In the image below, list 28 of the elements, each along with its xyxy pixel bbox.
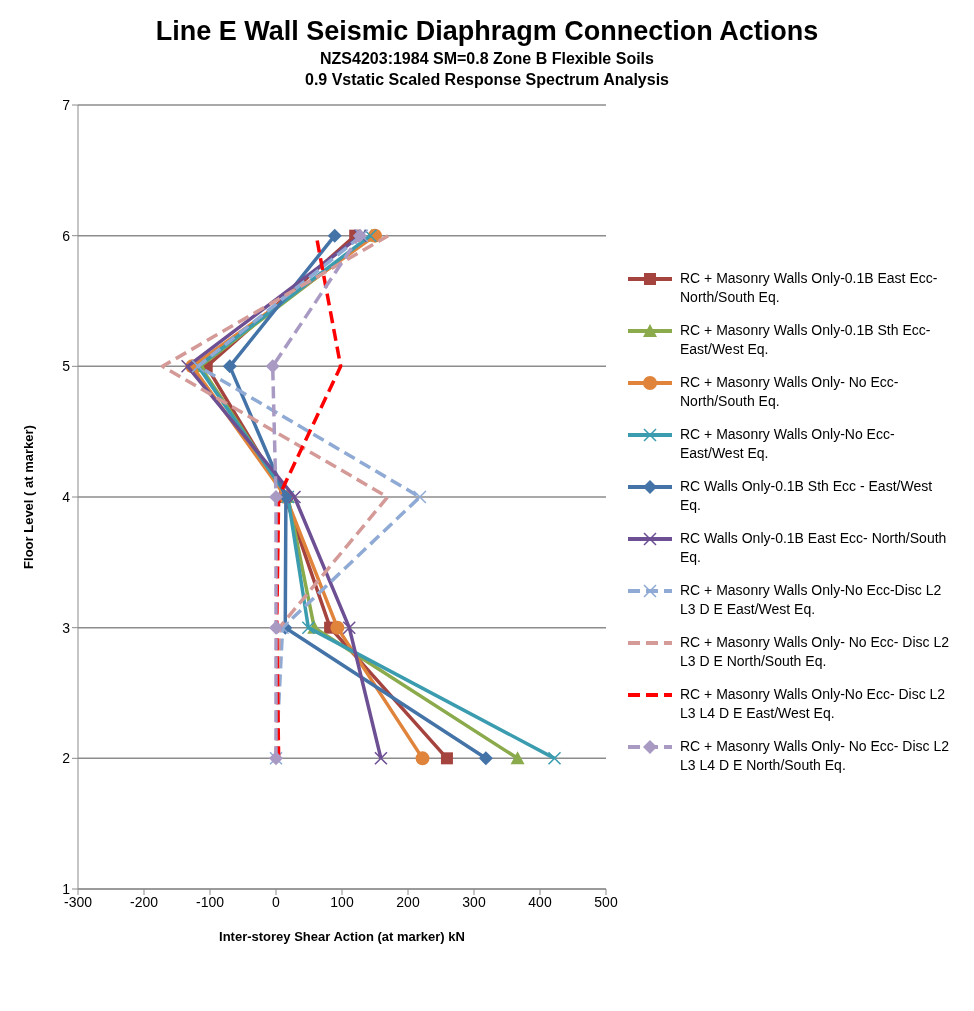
x-axis-title: Inter-storey Shear Action (at marker) kN bbox=[219, 929, 465, 944]
legend-label: RC + Masonry Walls Only-No Ecc-Disc L2 L3 D E East/West Eq. bbox=[680, 581, 943, 619]
legend-label: RC Walls Only-0.1B Sth Ecc - East/West Eq. bbox=[680, 477, 934, 515]
legend-label: RC + Masonry Walls Only-No Ecc- East/West Eq. bbox=[680, 425, 896, 463]
x-tick-label: 200 bbox=[396, 893, 420, 910]
x-tick-label: -200 bbox=[129, 893, 159, 910]
y-tick-label: 6 bbox=[62, 227, 71, 244]
y-tick-label: 4 bbox=[62, 488, 71, 505]
legend-label: RC + Masonry Walls Only- No Ecc- Disc L2 L3 L4 D E North/South Eq. bbox=[680, 737, 951, 775]
x-tick-label: -100 bbox=[195, 893, 225, 910]
chart-title: Line E Wall Seismic Diaphragm Connection Actions bbox=[154, 16, 820, 47]
x-tick-label: 0 bbox=[272, 893, 281, 910]
legend-label: RC + Masonry Walls Only- No Ecc- North/South Eq. bbox=[680, 373, 900, 411]
legend-label: RC Walls Only-0.1B East Ecc- North/South Eq. bbox=[680, 529, 948, 567]
y-axis-title: Floor Level ( at marker) bbox=[20, 425, 36, 569]
chart-subtitle: NZS4203:1984 SM=0.8 Zone B Flexible Soils 0.9 Vstatic Scaled Response Spectrum Analysis bbox=[304, 50, 670, 89]
x-tick-label: 500 bbox=[594, 893, 618, 910]
legend-label: RC + Masonry Walls Only- No Ecc- Disc L2 L3 D E North/South Eq. bbox=[680, 633, 951, 671]
legend-label: RC + Masonry Walls Only-0.1B Sth Ecc- East/West Eq. bbox=[680, 321, 932, 359]
y-tick-label: 5 bbox=[62, 358, 71, 375]
y-tick-label: 3 bbox=[62, 619, 71, 636]
x-tick-label: 300 bbox=[462, 893, 486, 910]
legend-label: RC + Masonry Walls Only-0.1B East Ecc-North/South Eq. bbox=[680, 269, 939, 307]
y-tick-label: 7 bbox=[62, 96, 71, 113]
x-tick-label: 400 bbox=[528, 893, 552, 910]
legend-label: RC + Masonry Walls Only-No Ecc- Disc L2 L3 L4 D E East/West Eq. bbox=[680, 685, 947, 723]
x-tick-label: 100 bbox=[330, 893, 354, 910]
y-tick-label: 2 bbox=[62, 750, 71, 767]
